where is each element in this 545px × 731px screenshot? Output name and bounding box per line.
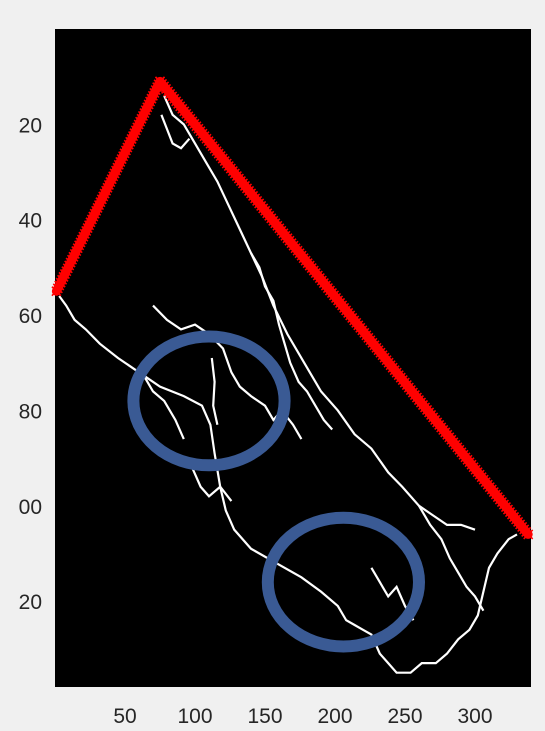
boundary-marker-23 bbox=[82, 222, 93, 234]
boundary-marker-11 bbox=[65, 257, 76, 268]
boundary-marker-70 bbox=[149, 87, 160, 99]
boundary-marker-28 bbox=[89, 208, 100, 219]
y-tick-label: 60 bbox=[19, 305, 42, 328]
boundary-marker-257 bbox=[523, 529, 534, 540]
boundary-marker-20 bbox=[78, 231, 89, 242]
boundary-marker-57 bbox=[130, 125, 141, 136]
boundary-marker-9 bbox=[62, 263, 73, 274]
x-tick-label: 50 bbox=[113, 705, 136, 728]
highlight-ellipse-1 bbox=[127, 330, 291, 472]
boundary-marker-48 bbox=[118, 151, 129, 162]
boundary-marker-69 bbox=[147, 90, 158, 101]
boundary-marker-22 bbox=[81, 225, 92, 236]
boundary-marker-25 bbox=[85, 217, 96, 228]
boundary-marker-37 bbox=[102, 182, 113, 193]
boundary-marker-10 bbox=[64, 260, 75, 271]
y-tick-label: 20 bbox=[19, 591, 42, 614]
highlight-ellipses bbox=[127, 330, 425, 653]
boundary-marker-35 bbox=[99, 188, 110, 199]
boundary-marker-41 bbox=[108, 171, 119, 182]
boundary-marker-56 bbox=[129, 128, 140, 139]
edge-trace-1 bbox=[58, 295, 518, 674]
boundary-marker-24 bbox=[83, 220, 95, 231]
plot-area bbox=[55, 29, 531, 687]
boundary-marker-60 bbox=[135, 116, 146, 127]
boundary-marker-52 bbox=[123, 139, 134, 150]
x-tick-label: 300 bbox=[457, 705, 492, 728]
boundary-marker-58 bbox=[132, 122, 143, 133]
boundary-marker-7 bbox=[59, 268, 70, 280]
boundary-marker-44 bbox=[112, 162, 123, 173]
boundary-marker-47 bbox=[116, 153, 127, 165]
boundary-marker-68 bbox=[146, 93, 157, 104]
edge-trace-8 bbox=[418, 505, 485, 612]
boundary-marker-26 bbox=[86, 214, 97, 225]
boundary-marker-62 bbox=[137, 110, 149, 122]
boundary-marker-6 bbox=[58, 271, 69, 282]
boundary-marker-59 bbox=[133, 119, 144, 130]
boundary-marker-27 bbox=[88, 211, 99, 222]
boundary-marker-33 bbox=[96, 194, 107, 205]
boundary-marker-50 bbox=[120, 145, 132, 156]
boundary-marker-55 bbox=[127, 130, 139, 142]
boundary-marker-13 bbox=[68, 251, 79, 262]
boundary-marker-14 bbox=[69, 248, 80, 259]
boundary-marker-66 bbox=[143, 99, 154, 110]
axis-ticks: 50 100 150 200 250 300 20 40 60 80 00 20 bbox=[19, 114, 493, 728]
boundary-marker-67 bbox=[145, 96, 156, 107]
boundary-marker-65 bbox=[142, 102, 153, 113]
boundary-marker-61 bbox=[136, 113, 147, 124]
edge-trace-4 bbox=[160, 114, 191, 150]
boundary-marker-21 bbox=[79, 228, 90, 239]
boundary-marker-19 bbox=[76, 234, 88, 245]
x-tick-label: 250 bbox=[387, 705, 422, 728]
boundary-marker-38 bbox=[103, 179, 114, 190]
edge-trace-5 bbox=[250, 252, 334, 431]
boundary-marker-49 bbox=[119, 148, 130, 159]
boundary-marker-4 bbox=[55, 277, 66, 288]
boundary-polyline bbox=[51, 76, 534, 540]
y-tick-label: 00 bbox=[19, 496, 42, 519]
boundary-marker-36 bbox=[101, 185, 112, 196]
boundary-marker-64 bbox=[140, 105, 151, 116]
boundary-marker-32 bbox=[95, 197, 106, 208]
boundary-marker-30 bbox=[92, 202, 103, 213]
boundary-marker-46 bbox=[115, 156, 126, 167]
boundary-marker-42 bbox=[109, 168, 120, 179]
boundary-marker-54 bbox=[126, 133, 137, 144]
boundary-marker-51 bbox=[122, 142, 133, 153]
y-tick-label: 20 bbox=[19, 114, 42, 137]
boundary-marker-29 bbox=[91, 205, 102, 216]
boundary-marker-12 bbox=[66, 254, 78, 265]
boundary-marker-31 bbox=[93, 199, 105, 211]
highlight-ellipse-2 bbox=[261, 511, 425, 653]
boundary-marker-5 bbox=[57, 274, 68, 285]
boundary-marker-43 bbox=[110, 165, 122, 176]
boundary-marker-39 bbox=[105, 176, 116, 188]
boundary-marker-2 bbox=[52, 283, 63, 294]
boundary-marker-17 bbox=[74, 240, 85, 251]
boundary-marker-63 bbox=[139, 107, 150, 119]
boundary-marker-18 bbox=[75, 237, 86, 248]
edge-trace-10 bbox=[210, 357, 219, 425]
x-tick-label: 100 bbox=[177, 705, 212, 728]
x-tick-label: 200 bbox=[317, 705, 352, 728]
boundary-marker-34 bbox=[98, 191, 109, 202]
y-tick-label: 80 bbox=[19, 400, 42, 423]
boundary-marker-53 bbox=[125, 136, 136, 147]
boundary-marker-45 bbox=[113, 159, 124, 170]
boundary-marker-73 bbox=[153, 79, 164, 90]
boundary-marker-8 bbox=[61, 266, 72, 277]
boundary-marker-1 bbox=[51, 286, 62, 297]
boundary-marker-40 bbox=[106, 174, 117, 185]
y-tick-label: 40 bbox=[19, 210, 42, 233]
boundary-marker-16 bbox=[72, 243, 83, 254]
boundary-marker-15 bbox=[71, 245, 82, 257]
boundary-marker-3 bbox=[54, 280, 65, 291]
x-tick-label: 150 bbox=[247, 705, 282, 728]
edge-trace-2 bbox=[163, 95, 476, 531]
